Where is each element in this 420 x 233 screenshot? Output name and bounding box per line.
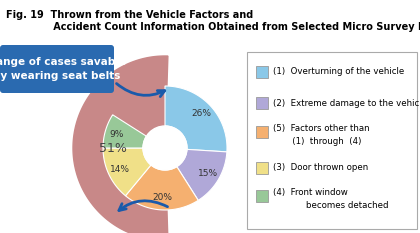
Text: 51%: 51% (99, 141, 127, 154)
Text: (4)  Front window: (4) Front window (273, 188, 348, 198)
Bar (256, 162, 268, 174)
Bar (256, 190, 268, 202)
Polygon shape (103, 148, 151, 196)
Text: Range of cases savable
by wearing seat belts: Range of cases savable by wearing seat b… (0, 57, 126, 81)
Text: Fig. 19  Thrown from the Vehicle Factors and: Fig. 19 Thrown from the Vehicle Factors … (6, 10, 253, 20)
Text: 26%: 26% (192, 109, 211, 118)
Text: 15%: 15% (198, 169, 218, 178)
Text: 20%: 20% (152, 193, 172, 202)
Circle shape (143, 126, 187, 170)
Text: (1)  through  (4): (1) through (4) (273, 137, 361, 145)
Polygon shape (126, 165, 198, 210)
Text: (5)  Factors other than: (5) Factors other than (273, 124, 370, 134)
Text: (2)  Extreme damage to the vehicle: (2) Extreme damage to the vehicle (273, 99, 420, 107)
FancyBboxPatch shape (247, 52, 417, 229)
Bar (256, 66, 268, 78)
Text: Accident Count Information Obtained from Selected Micro Survey Data: Accident Count Information Obtained from… (6, 22, 420, 32)
Polygon shape (165, 86, 227, 152)
Text: becomes detached: becomes detached (273, 201, 388, 209)
Text: 9%: 9% (110, 130, 124, 139)
FancyBboxPatch shape (0, 45, 114, 93)
Bar (256, 97, 268, 109)
Text: (1)  Overturning of the vehicle: (1) Overturning of the vehicle (273, 68, 404, 76)
Polygon shape (177, 149, 227, 200)
Bar (256, 126, 268, 138)
Polygon shape (103, 115, 147, 148)
Text: (3)  Door thrown open: (3) Door thrown open (273, 164, 368, 172)
Polygon shape (73, 56, 168, 233)
Text: 14%: 14% (110, 165, 130, 174)
